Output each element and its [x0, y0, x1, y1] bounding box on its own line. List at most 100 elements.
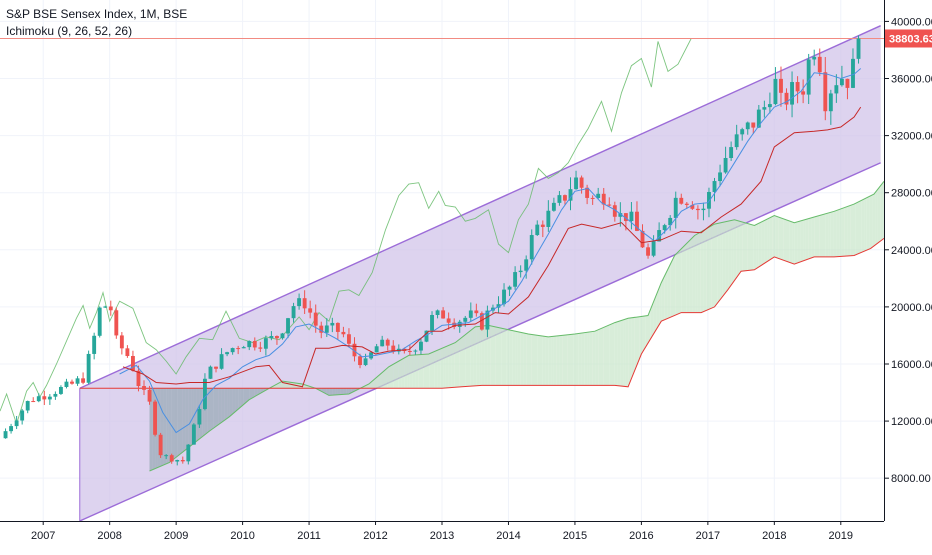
- candle-body: [169, 455, 174, 462]
- candle-body: [740, 129, 745, 135]
- candle-body: [828, 93, 833, 112]
- cloud-segment: [423, 354, 427, 389]
- candle-body: [324, 325, 329, 333]
- candle-body: [823, 72, 828, 112]
- cloud-segment: [562, 335, 565, 386]
- indicator-label[interactable]: Ichimoku (9, 26, 52, 26): [6, 24, 133, 38]
- cloud-segment: [839, 208, 842, 257]
- candle-body: [845, 78, 850, 88]
- candle: [169, 453, 174, 464]
- candle-body: [413, 350, 418, 352]
- cloud-segment: [188, 388, 192, 448]
- cloud-segment: [526, 333, 529, 386]
- candle-body: [657, 230, 662, 242]
- candle: [119, 332, 124, 355]
- candle: [142, 380, 146, 396]
- candle-body: [651, 241, 656, 256]
- candle-body: [601, 193, 606, 205]
- candle: [607, 197, 612, 207]
- candle-body: [524, 259, 529, 271]
- candle-body: [767, 104, 772, 108]
- candle: [529, 229, 534, 265]
- candle-body: [579, 177, 584, 188]
- candle-body: [557, 195, 562, 203]
- cloud-segment: [421, 354, 424, 389]
- cloud-segment: [479, 326, 482, 386]
- candle: [718, 164, 722, 187]
- y-axis: 8000.00 12000.00 16000.00 20000.00 24000.00 2…: [884, 16, 932, 485]
- candle-body: [723, 157, 728, 173]
- candle: [806, 53, 811, 105]
- candle-body: [9, 426, 14, 432]
- cloud-segment: [243, 388, 247, 405]
- cloud-segment: [844, 206, 848, 257]
- cloud-segment: [382, 370, 385, 389]
- candle-body: [75, 378, 80, 384]
- cloud-segment: [875, 189, 878, 245]
- cloud-segment: [673, 254, 676, 317]
- candle-body: [529, 235, 534, 260]
- cloud-segment: [288, 381, 291, 389]
- cloud-segment: [565, 334, 568, 386]
- candle: [275, 335, 279, 345]
- leading-span-b-line: [79, 238, 885, 389]
- candle-body: [496, 304, 501, 308]
- candle: [551, 197, 556, 212]
- candle: [457, 319, 462, 333]
- candle-body: [53, 393, 58, 397]
- candle-body: [363, 358, 368, 366]
- candle: [42, 390, 47, 406]
- candle: [563, 194, 567, 205]
- candle: [31, 397, 36, 403]
- x-tick-label: 2008: [97, 530, 121, 542]
- candle: [153, 399, 158, 437]
- candle-body: [452, 322, 457, 327]
- candle: [546, 200, 551, 232]
- cloud-segment: [833, 210, 837, 257]
- cloud-segment: [457, 339, 460, 388]
- candle-body: [690, 204, 695, 209]
- candle-body: [684, 203, 689, 205]
- candle-body: [214, 366, 218, 369]
- candle-body: [297, 298, 302, 307]
- cloud-segment: [850, 204, 853, 256]
- candle: [568, 177, 573, 211]
- candle: [740, 127, 745, 141]
- candle-body: [164, 455, 169, 457]
- candle: [103, 305, 108, 308]
- cloud-segment: [689, 237, 693, 313]
- candle-body: [773, 78, 778, 105]
- cloud-segment: [720, 222, 723, 300]
- candle-body: [729, 147, 734, 158]
- candle: [823, 56, 828, 121]
- cloud-segment: [390, 364, 394, 389]
- candle-body: [756, 109, 761, 128]
- cloud-segment: [728, 220, 732, 289]
- candle: [767, 92, 772, 114]
- cloud-segment: [811, 217, 815, 258]
- candle-body: [147, 389, 152, 402]
- candle: [291, 302, 296, 323]
- candle-body: [31, 401, 36, 403]
- cloud-segment: [819, 214, 823, 257]
- cloud-segment: [210, 388, 214, 431]
- candle-body: [574, 177, 578, 190]
- y-tick-label: 24000.00: [891, 245, 932, 257]
- candle-body: [623, 213, 628, 222]
- candle: [513, 266, 518, 290]
- candle: [679, 193, 684, 205]
- cloud-segment: [678, 248, 682, 314]
- candle-body: [81, 378, 86, 383]
- candle: [97, 306, 102, 338]
- candle: [86, 350, 91, 385]
- candle: [147, 385, 152, 405]
- candle: [540, 220, 545, 238]
- candle: [756, 104, 761, 129]
- candle: [330, 317, 335, 333]
- candle-body: [424, 330, 429, 342]
- candle-body: [640, 230, 645, 248]
- candle: [557, 191, 562, 206]
- candle: [574, 170, 578, 190]
- candle: [851, 48, 855, 89]
